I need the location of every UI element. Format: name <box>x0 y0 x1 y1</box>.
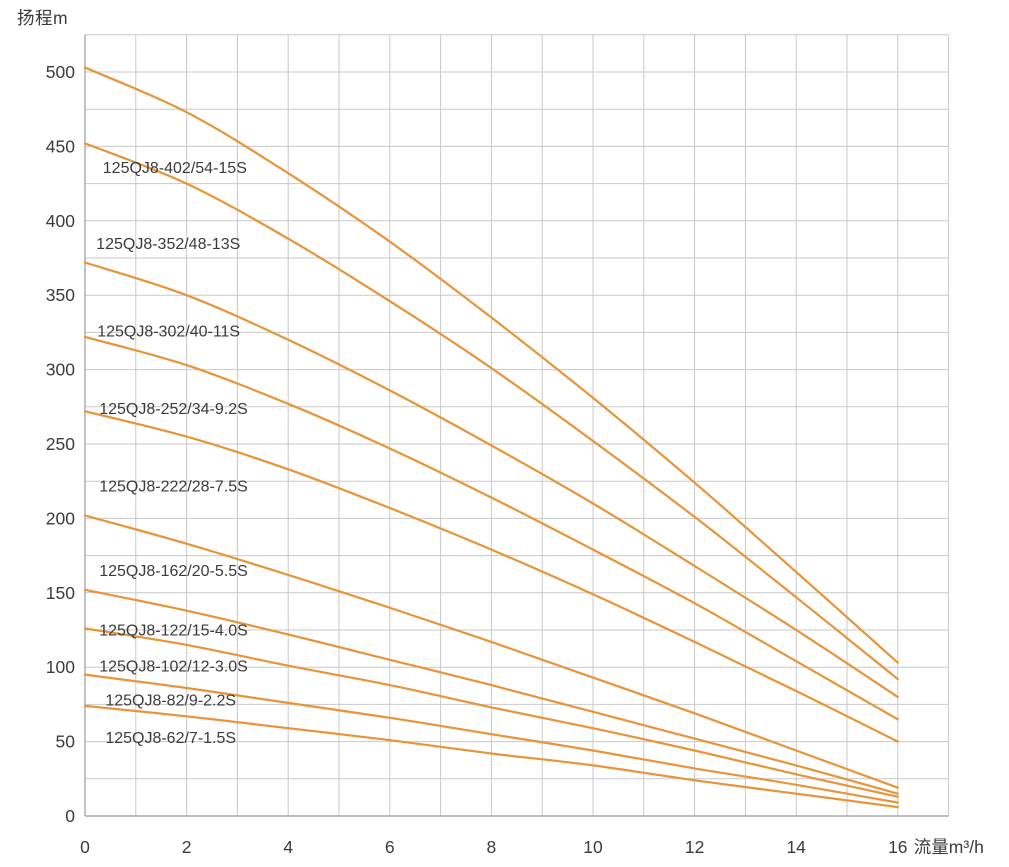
curve-label: 125QJ8-352/48-13S <box>96 236 240 253</box>
x-tick-label: 0 <box>80 837 90 857</box>
pump-curve <box>83 673 899 804</box>
curve-label: 125QJ8-222/28-7.5S <box>99 478 248 495</box>
y-tick-label: 300 <box>46 360 75 380</box>
curve-label: 125QJ8-302/40-11S <box>97 324 240 341</box>
x-tick-label: 16 <box>888 837 907 857</box>
y-tick-label: 250 <box>46 434 75 454</box>
y-axis-title: 扬程m <box>17 8 69 28</box>
curve-label: 125QJ8-62/7-1.5S <box>105 730 236 747</box>
curve-label: 125QJ8-252/34-9.2S <box>99 401 248 418</box>
curve-label: 125QJ8-122/15-4.0S <box>99 623 248 640</box>
x-tick-label: 14 <box>786 837 806 857</box>
y-tick-label: 50 <box>56 732 76 752</box>
x-tick-label: 4 <box>283 837 293 857</box>
curve-label: 125QJ8-102/12-3.0S <box>99 658 248 675</box>
curve-label: 125QJ8-82/9-2.2S <box>105 693 236 710</box>
x-axis-unit-label: 流量m³/h <box>914 837 984 857</box>
y-tick-label: 200 <box>46 508 75 528</box>
x-tick-label: 8 <box>487 837 497 857</box>
y-tick-label: 400 <box>46 211 75 231</box>
pump-curve <box>83 410 899 743</box>
y-tick-label: 150 <box>46 583 75 603</box>
x-tick-label: 6 <box>385 837 395 857</box>
pump-curve <box>83 627 899 798</box>
curve-label: 125QJ8-162/20-5.5S <box>99 563 248 580</box>
y-tick-label: 100 <box>46 657 75 677</box>
pump-curve <box>83 261 899 699</box>
x-tick-label: 2 <box>182 837 192 857</box>
x-tick-label: 10 <box>583 837 603 857</box>
curve-label: 125QJ8-402/54-15S <box>103 160 247 177</box>
y-tick-label: 0 <box>65 806 75 826</box>
pump-curve <box>83 335 899 721</box>
pump-curve <box>83 142 899 681</box>
y-tick-label: 350 <box>46 285 75 305</box>
y-tick-label: 500 <box>46 62 75 82</box>
pump-curve <box>83 704 899 809</box>
pump-curve <box>83 514 899 789</box>
x-tick-label: 12 <box>685 837 704 857</box>
pump-curve <box>83 66 899 664</box>
y-tick-label: 450 <box>46 136 75 156</box>
pump-curve <box>83 588 899 795</box>
